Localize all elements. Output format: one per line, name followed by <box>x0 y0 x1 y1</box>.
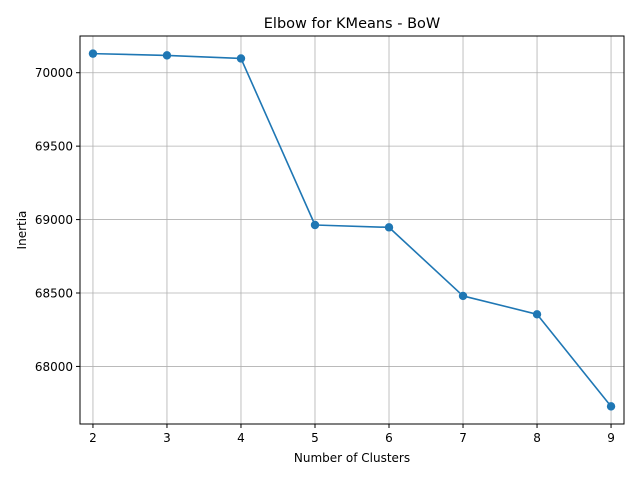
data-point <box>236 54 246 63</box>
x-tick-label: 6 <box>385 431 393 445</box>
data-point <box>88 49 98 58</box>
plot-area-frame <box>79 35 625 425</box>
x-axis-label: Number of Clusters <box>294 451 410 465</box>
x-tick-label: 5 <box>311 431 319 445</box>
x-tick-label: 9 <box>607 431 615 445</box>
x-tick-label: 8 <box>533 431 541 445</box>
series-line <box>92 52 612 407</box>
data-point <box>606 402 616 411</box>
data-point <box>384 223 394 232</box>
x-tick-label: 7 <box>459 431 467 445</box>
y-tick-label: 70000 <box>35 66 73 80</box>
x-tick-label: 4 <box>237 431 245 445</box>
y-tick-label: 69500 <box>35 140 73 154</box>
y-tick-label: 68500 <box>35 287 73 301</box>
data-point <box>532 310 542 319</box>
data-point <box>310 220 320 230</box>
y-tick-label: 68000 <box>35 360 73 374</box>
series-layer <box>88 49 616 411</box>
data-point <box>162 51 172 60</box>
x-tick-label: 2 <box>89 431 97 445</box>
data-point <box>458 291 468 301</box>
y-tick-label: 69000 <box>35 213 73 227</box>
x-tick-label: 3 <box>163 431 171 445</box>
y-axis-label: Inertia <box>15 211 29 250</box>
axis-ticks: 2 3 4 5 6 7 8 9 68000 68500 69000 69500 70000 <box>35 66 615 445</box>
chart-title: Elbow for KMeans - BoW <box>264 16 440 32</box>
